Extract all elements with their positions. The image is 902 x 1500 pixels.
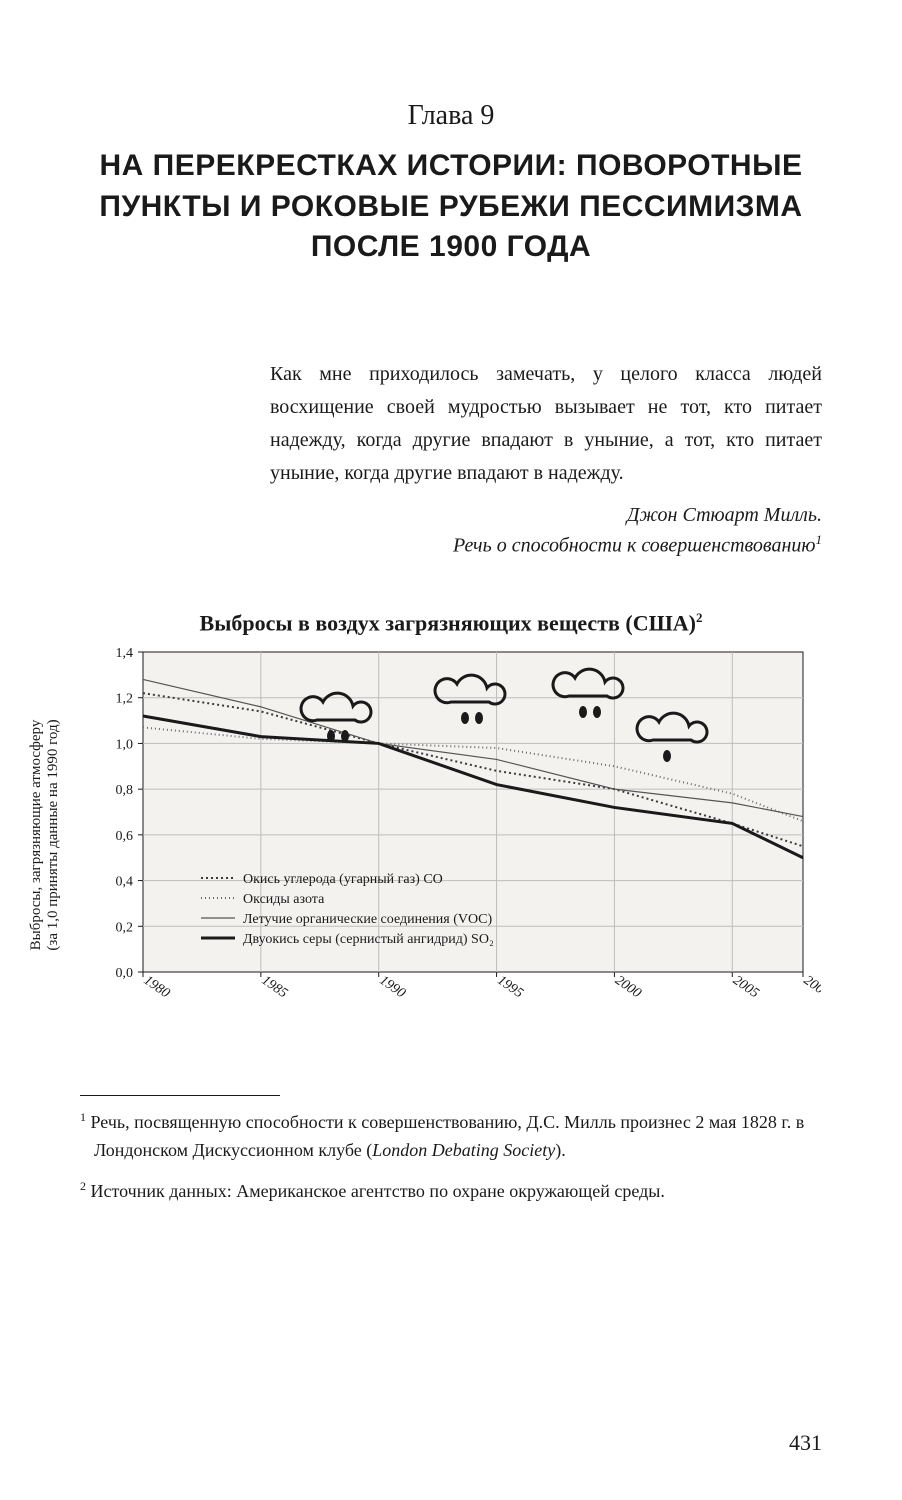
page-number: 431 [789, 1430, 822, 1456]
ylabel-line2: (за 1,0 приняты данные на 1990 год) [45, 719, 61, 950]
svg-text:Оксиды азота: Оксиды азота [243, 892, 325, 907]
chapter-title: НА ПЕРЕКРЕСТКАХ ИСТОРИИ: ПОВОРОТНЫЕ ПУНК… [80, 146, 822, 268]
svg-text:1,2: 1,2 [116, 692, 134, 707]
svg-text:1,0: 1,0 [116, 738, 134, 753]
footnotes-rule [80, 1095, 280, 1096]
chart-title: Выбросы в воздух загрязняющих веществ (С… [80, 610, 822, 636]
epigraph-footnote-ref: 1 [816, 532, 823, 547]
chart-svg: 0,0 0,2 0,4 0,6 0,8 1,0 1,2 1,4 1980 1985 1990 1995… [81, 642, 821, 1022]
svg-text:Окись углерода (угарный газ) C: Окись углерода (угарный газ) CO [243, 872, 443, 887]
svg-text:1985: 1985 [259, 973, 291, 1001]
svg-text:1980: 1980 [141, 973, 173, 1001]
epigraph-text: Как мне приходилось замечать, у целого к… [270, 358, 822, 490]
chart-title-text: Выбросы в воздух загрязняющих веществ (С… [200, 610, 696, 635]
svg-text:2000: 2000 [612, 973, 644, 1001]
ylabel-line1: Выбросы, загрязняющие атмосферу [28, 720, 44, 951]
chapter-label: Глава 9 [80, 100, 822, 132]
svg-text:Летучие органические соединени: Летучие органические соединения (VOC) [243, 912, 492, 927]
chart-ylabel: Выбросы, загрязняющие атмосферу (за 1,0 … [28, 685, 62, 985]
epigraph-author: Джон Стюарт Милль. [627, 504, 822, 526]
svg-text:2008: 2008 [801, 973, 821, 1001]
svg-text:Двуокись серы (сернистый ангид: Двуокись серы (сернистый ангидрид) SO₂ [243, 932, 494, 947]
footnote: 1 Речь, посвященную способности к соверш… [80, 1108, 820, 1165]
svg-text:0,4: 0,4 [116, 875, 134, 890]
emissions-chart: Выбросы, загрязняющие атмосферу (за 1,0 … [81, 642, 821, 1027]
epigraph-source: Речь о способности к совершенствованию [453, 534, 816, 556]
svg-text:1,4: 1,4 [116, 646, 134, 661]
svg-text:0,8: 0,8 [116, 784, 134, 799]
svg-text:2005: 2005 [730, 973, 762, 1001]
svg-text:1995: 1995 [494, 973, 526, 1001]
chart-footnote-ref: 2 [696, 610, 703, 625]
epigraph-attribution: Джон Стюарт Милль. Речь о способности к … [80, 500, 822, 561]
footnote: 2 Источник данных: Американское агентств… [80, 1177, 820, 1206]
svg-text:0,6: 0,6 [116, 829, 134, 844]
svg-text:1990: 1990 [376, 973, 408, 1001]
svg-text:0,0: 0,0 [116, 966, 134, 981]
svg-text:0,2: 0,2 [116, 921, 134, 936]
